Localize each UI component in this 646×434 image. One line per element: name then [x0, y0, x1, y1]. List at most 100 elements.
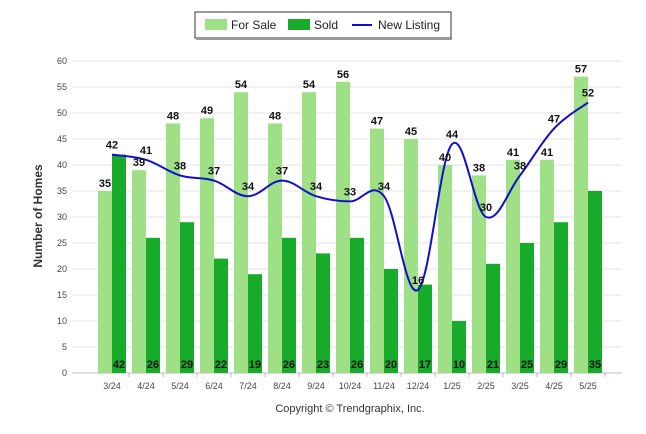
bar-for-sale: [234, 92, 248, 373]
x-tick-label: 7/24: [239, 381, 257, 391]
data-label-new-listing: 41: [140, 145, 152, 157]
bar-sold: [282, 237, 296, 373]
x-tick-label: 2/25: [477, 381, 495, 391]
bar-for-sale: [200, 118, 214, 373]
legend-swatch-for-sale: [205, 19, 227, 30]
x-tick-label: 6/24: [205, 381, 223, 391]
x-tick-label: 10/24: [339, 381, 362, 391]
bar-for-sale: [472, 175, 486, 373]
bar-sold: [316, 253, 330, 373]
data-label-sold: 29: [181, 359, 193, 371]
data-label-sold: 26: [283, 359, 295, 371]
y-axis-title: Number of Homes: [31, 164, 45, 268]
data-label-sold: 42: [113, 359, 125, 371]
bar-for-sale: [302, 92, 316, 373]
data-label-sold: 21: [487, 359, 499, 371]
bar-sold: [180, 222, 194, 373]
y-tick-label: 55: [57, 82, 67, 92]
x-tick-label: 1/25: [443, 381, 461, 391]
y-tick-label: 20: [57, 264, 67, 274]
x-tick-label: 12/24: [407, 381, 430, 391]
data-label-new-listing: 42: [106, 140, 118, 152]
data-label-sold: 26: [147, 359, 159, 371]
data-label-for-sale: 41: [541, 147, 553, 159]
x-axis-ticks: 3/24 4/24 5/24 6/24 7/24 8/24 9/24 10/24 11/24 12…: [103, 373, 606, 391]
data-label-for-sale: 40: [439, 152, 451, 164]
bar-sold: [146, 237, 160, 373]
data-label-sold: 26: [351, 359, 363, 371]
bar-for-sale: [336, 81, 350, 374]
x-tick-label: 3/25: [511, 381, 529, 391]
data-label-new-listing: 34: [242, 181, 255, 193]
bar-for-sale: [132, 170, 146, 373]
data-label-new-listing: 37: [208, 166, 220, 178]
y-tick-label: 35: [57, 186, 67, 196]
x-tick-label: 5/24: [171, 381, 189, 391]
x-tick-label: 8/24: [273, 381, 291, 391]
bar-for-sale: [370, 128, 384, 373]
bar-sold: [112, 154, 126, 373]
data-label-new-listing: 33: [344, 186, 356, 198]
data-label-for-sale: 48: [167, 110, 179, 122]
data-label-for-sale: 57: [575, 64, 587, 76]
data-label-new-listing: 34: [310, 181, 323, 193]
data-label-new-listing: 34: [378, 181, 391, 193]
data-label-new-listing: 38: [514, 160, 526, 172]
y-tick-label: 50: [57, 108, 67, 118]
data-label-new-listing: 30: [480, 202, 492, 214]
new-listing-line: [111, 101, 589, 292]
y-axis-ticks: 0 5 10 15 20 25 30 35 40 45 50 55 60: [57, 56, 67, 378]
data-label-for-sale: 48: [269, 110, 281, 122]
data-label-sold: 35: [589, 359, 601, 371]
bar-sold: [418, 284, 432, 373]
bar-for-sale: [574, 76, 588, 373]
bar-sold: [350, 237, 364, 373]
data-label-for-sale: 54: [235, 79, 248, 91]
data-label-for-sale: 38: [473, 162, 485, 174]
data-label-for-sale: 45: [405, 126, 417, 138]
data-label-new-listing: 47: [548, 114, 560, 126]
bar-sold: [520, 243, 534, 373]
y-tick-label: 45: [57, 134, 67, 144]
y-tick-label: 0: [62, 368, 67, 378]
data-label-for-sale: 56: [337, 69, 349, 81]
data-label-sold: 29: [555, 359, 567, 371]
data-label-for-sale: 49: [201, 105, 213, 117]
new-listing-path: [111, 101, 589, 292]
bar-sold: [452, 321, 466, 373]
y-tick-label: 30: [57, 212, 67, 222]
copyright-credit: Copyright © Trendgraphix, Inc.: [275, 403, 424, 415]
data-label-for-sale: 39: [133, 157, 145, 169]
y-tick-label: 40: [57, 160, 67, 170]
x-tick-label: 4/25: [545, 381, 563, 391]
data-label-new-listing: 52: [582, 88, 594, 100]
y-tick-label: 60: [57, 56, 67, 66]
data-label-for-sale: 41: [507, 147, 519, 159]
bar-sold: [554, 222, 568, 373]
bar-sold: [214, 258, 228, 373]
y-tick-label: 5: [62, 342, 67, 352]
x-tick-label: 9/24: [307, 381, 325, 391]
bar-for-sale: [438, 165, 452, 373]
data-label-new-listing: 37: [276, 166, 288, 178]
bar-for-sale: [166, 123, 180, 374]
legend-box: [194, 11, 452, 39]
bar-for-sale: [540, 159, 554, 373]
y-tick-label: 10: [57, 316, 67, 326]
data-label-sold: 20: [385, 359, 397, 371]
bar-for-sale: [268, 123, 282, 374]
legend-label-sold: Sold: [314, 18, 338, 32]
bar-sold: [588, 191, 602, 373]
x-tick-label: 3/24: [103, 381, 121, 391]
data-label-new-listing: 16: [412, 275, 424, 287]
x-tick-label: 11/24: [373, 381, 395, 391]
data-label-new-listing: 38: [174, 160, 186, 172]
data-label-sold: 22: [215, 359, 227, 371]
data-label-for-sale: 35: [99, 178, 111, 190]
y-tick-label: 25: [57, 238, 67, 248]
data-labels: 35 42 39 26 48 29 49 22 54 19 48 26 54 23 56 26 47 20 45 17…: [99, 64, 601, 371]
bars: [98, 76, 602, 374]
x-tick-label: 5/25: [579, 381, 597, 391]
data-label-sold: 17: [419, 359, 431, 371]
